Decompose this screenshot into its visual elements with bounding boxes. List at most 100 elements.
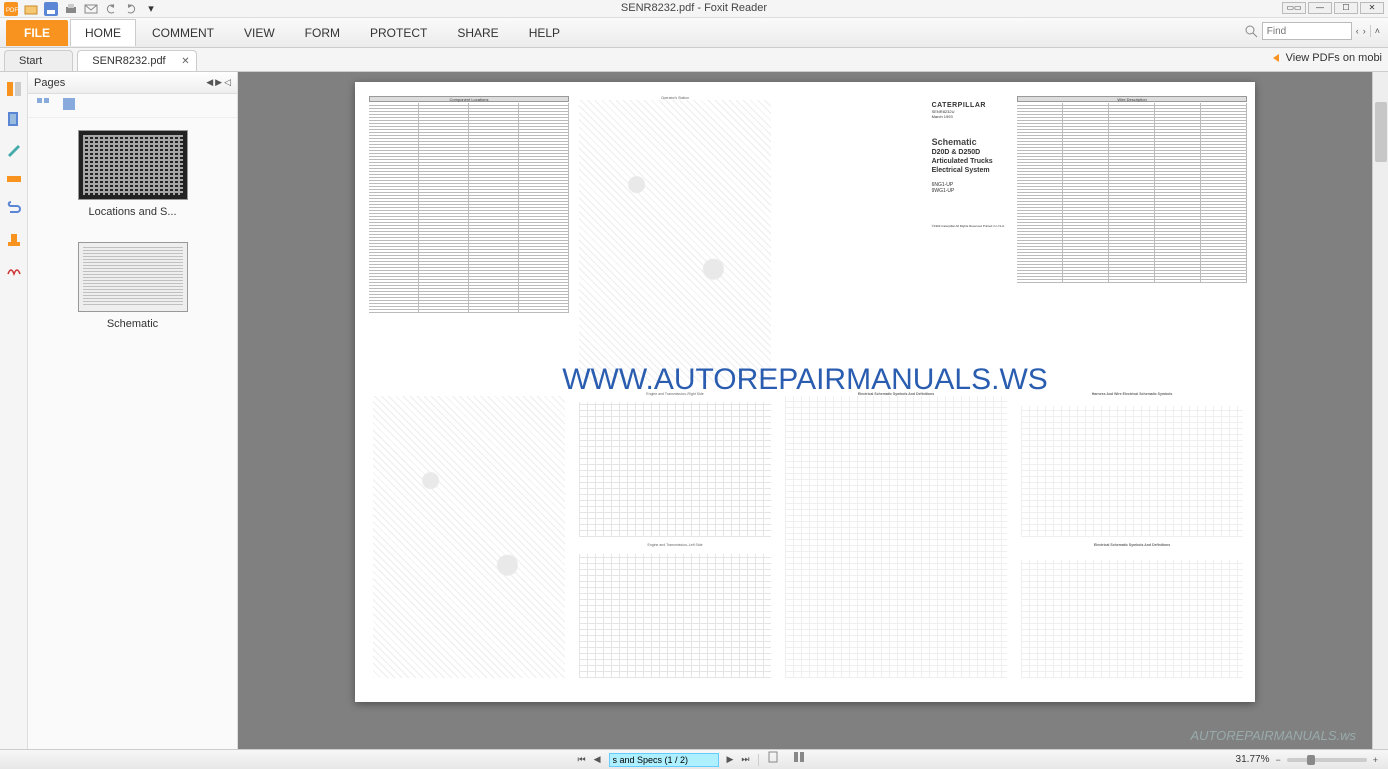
menu-comment[interactable]: COMMENT xyxy=(138,20,228,46)
tab-start[interactable]: Start xyxy=(4,50,73,71)
serial2: 9WG1-UP xyxy=(932,188,1005,194)
page-thumb[interactable]: Locations and S... xyxy=(73,130,193,218)
menu-share[interactable]: SHARE xyxy=(443,20,512,46)
menu-help[interactable]: HELP xyxy=(515,20,574,46)
find-input[interactable] xyxy=(1262,22,1352,40)
mail-icon[interactable] xyxy=(84,2,98,16)
engine-diagrams: Engine and Transmission–Right Side Engin… xyxy=(575,392,775,682)
window-controls: ▭▭ — ☐ ✕ xyxy=(1282,2,1384,14)
close-button[interactable]: ✕ xyxy=(1360,2,1384,14)
menu-view[interactable]: VIEW xyxy=(230,20,289,46)
schematic-heading: Schematic xyxy=(932,137,1005,147)
ribbon-min-icon[interactable]: ▭▭ xyxy=(1282,2,1306,14)
separator xyxy=(1370,25,1371,37)
status-bar: ⏮ ◀ ▶ ⏭ 31.77% − + xyxy=(0,749,1388,769)
undo-icon[interactable] xyxy=(104,2,118,16)
menu-form[interactable]: FORM xyxy=(291,20,354,46)
stamp-icon[interactable] xyxy=(5,230,23,248)
zoom-knob[interactable] xyxy=(1307,755,1315,765)
prev-page-button[interactable]: ◀ xyxy=(594,754,601,765)
model: D20D & D250D xyxy=(932,149,1005,156)
section-header: Electrical Schematic Symbols And Definit… xyxy=(1017,543,1247,548)
panel-next-icon[interactable]: ▶ xyxy=(215,77,222,88)
panel-prev-icon[interactable]: ◀ xyxy=(206,77,213,88)
scrollbar-thumb[interactable] xyxy=(1375,102,1387,162)
separator xyxy=(758,754,759,766)
title-block-cell: CATERPILLAR SENR8232U March 1993 Schemat… xyxy=(781,96,1011,386)
pages-toolbar xyxy=(28,94,237,118)
operator-station-diagram: Operator's Station xyxy=(575,96,775,386)
page-nav: ⏮ ◀ ▶ ⏭ xyxy=(577,751,810,769)
bookmark-icon[interactable] xyxy=(767,751,785,769)
tab-close-icon[interactable]: ✕ xyxy=(181,56,189,67)
ribbon-collapse-icon[interactable]: ˄ xyxy=(1375,26,1380,36)
redo-icon[interactable] xyxy=(124,2,138,16)
menu-home[interactable]: HOME xyxy=(70,19,136,46)
thumb-label: Schematic xyxy=(107,318,158,330)
document-tabs: Start SENR8232.pdf ✕ View PDFs on mobi xyxy=(0,48,1388,72)
find-prev-button[interactable]: ‹ xyxy=(1356,26,1359,36)
next-page-button[interactable]: ▶ xyxy=(727,754,734,765)
menu-protect[interactable]: PROTECT xyxy=(356,20,441,46)
thumbnails[interactable]: Locations and S... Schematic xyxy=(28,118,237,749)
last-page-button[interactable]: ⏭ xyxy=(741,754,749,765)
thumb-small-icon[interactable] xyxy=(36,97,54,115)
pages-header: Pages ◀ ▶ ◁ xyxy=(28,72,237,94)
pages-panel-icon[interactable] xyxy=(5,80,23,98)
tab-label: SENR8232.pdf xyxy=(92,55,165,67)
thumb-large-icon[interactable] xyxy=(62,97,80,115)
title-block: CATERPILLAR SENR8232U March 1993 Schemat… xyxy=(932,102,1005,228)
brand: CATERPILLAR xyxy=(932,102,1005,109)
table-header: Component Locations xyxy=(369,96,569,102)
highlight-icon[interactable] xyxy=(5,170,23,188)
qat-dropdown-icon[interactable]: ▾ xyxy=(144,2,158,16)
electrical-symbols: Electrical Schematic Symbols And Definit… xyxy=(781,392,1011,682)
panel-close-icon[interactable]: ◁ xyxy=(224,77,231,88)
file-tab[interactable]: FILE xyxy=(6,20,68,46)
page-input[interactable] xyxy=(609,753,719,767)
section-header: Harness And Wire Electrical Schematic Sy… xyxy=(1017,392,1247,397)
zoom-controls: 31.77% − + xyxy=(1236,754,1378,765)
ribbon-menu: FILE HOME COMMENT VIEW FORM PROTECT SHAR… xyxy=(0,18,1388,48)
tab-label: Start xyxy=(19,55,42,67)
layout-icon[interactable] xyxy=(793,751,811,769)
maximize-button[interactable]: ☐ xyxy=(1334,2,1358,14)
table-header: Wire Description xyxy=(1017,96,1247,102)
pencil-icon[interactable] xyxy=(5,140,23,158)
clipboard-icon[interactable] xyxy=(5,110,23,128)
copyright: ©1993 Caterpillar All Rights Reserved Pr… xyxy=(932,224,1005,228)
harness-symbols: Harness And Wire Electrical Schematic Sy… xyxy=(1017,392,1247,682)
thumb-label: Locations and S... xyxy=(88,206,176,218)
hint-label: View PDFs on mobi xyxy=(1286,52,1382,64)
subtitle1: Articulated Trucks xyxy=(932,158,1005,165)
attach-icon[interactable] xyxy=(5,200,23,218)
save-icon[interactable] xyxy=(44,2,58,16)
zoom-in-button[interactable]: + xyxy=(1373,755,1378,765)
page-thumb[interactable]: Schematic xyxy=(73,242,193,330)
wire-description-table: Wire Description document.write(Array.fr… xyxy=(1017,96,1247,386)
vertical-scrollbar[interactable] xyxy=(1372,72,1388,749)
view-pdfs-hint[interactable]: View PDFs on mobi xyxy=(1273,52,1382,64)
corner-watermark: AUTOREPAIRMANUALS.ws xyxy=(1190,728,1356,743)
pages-title: Pages xyxy=(34,77,65,89)
zoom-slider[interactable] xyxy=(1287,758,1367,762)
pdf-icon[interactable]: PDF xyxy=(4,2,18,16)
section-header: Engine and Transmission–Left Side xyxy=(575,543,775,548)
quick-access-toolbar: PDF ▾ SENR8232.pdf - Foxit Reader ▭▭ — ☐… xyxy=(0,0,1388,18)
print-icon[interactable] xyxy=(64,2,78,16)
zoom-out-button[interactable]: − xyxy=(1275,755,1280,765)
sign-icon[interactable] xyxy=(5,260,23,278)
zoom-value: 31.77% xyxy=(1236,754,1270,765)
document-viewer[interactable]: WWW.AUTOREPAIRMANUALS.WS Component Locat… xyxy=(238,72,1372,749)
pages-nav: ◀ ▶ ◁ xyxy=(206,77,231,88)
first-page-button[interactable]: ⏮ xyxy=(577,754,585,765)
minimize-button[interactable]: — xyxy=(1308,2,1332,14)
open-icon[interactable] xyxy=(24,2,38,16)
search-icon[interactable] xyxy=(1244,24,1258,38)
find-next-button[interactable]: › xyxy=(1363,26,1366,36)
component-locations-table: Component Locations document.write(Array… xyxy=(369,96,569,386)
tab-document[interactable]: SENR8232.pdf ✕ xyxy=(77,50,196,71)
main-area: Pages ◀ ▶ ◁ Locations and S... Schematic… xyxy=(0,72,1388,749)
find-box: ‹ › ˄ xyxy=(1244,22,1380,40)
left-toolbar xyxy=(0,72,28,749)
